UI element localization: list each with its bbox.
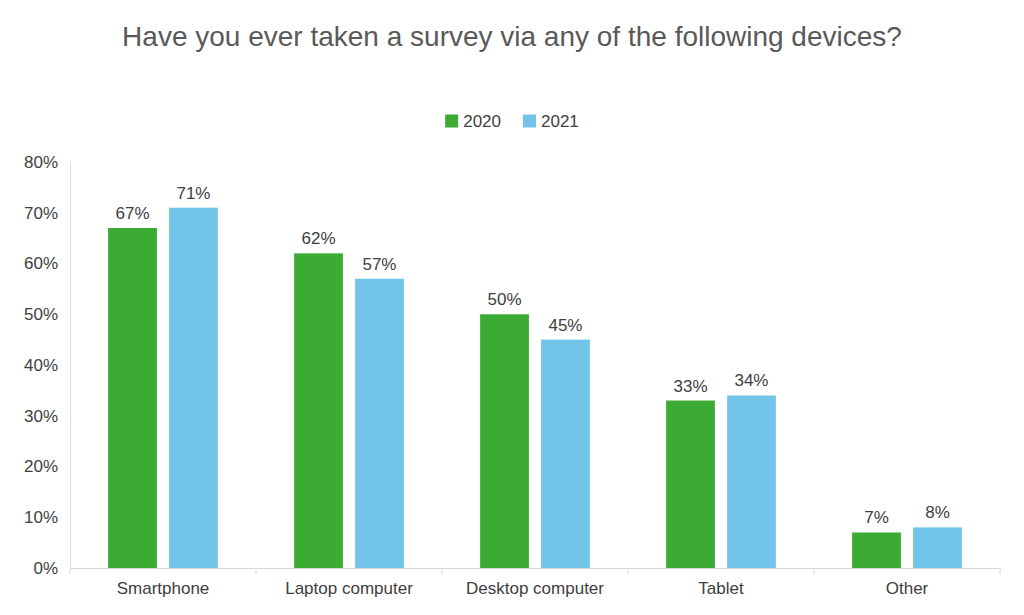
y-tick: 60% xyxy=(24,254,70,273)
bar xyxy=(294,253,343,568)
category-separator xyxy=(442,568,443,574)
bar xyxy=(108,228,157,568)
y-tick: 0% xyxy=(33,559,70,578)
y-tick-label: 50% xyxy=(24,305,58,324)
y-tick-label: 70% xyxy=(24,204,58,223)
bar xyxy=(541,340,590,568)
bar xyxy=(169,208,218,568)
y-tick-label: 20% xyxy=(24,457,58,476)
x-tick: Other xyxy=(886,568,929,598)
legend-label: 2020 xyxy=(463,112,501,131)
bar xyxy=(355,279,404,568)
y-tick: 80% xyxy=(24,153,70,172)
y-tick: 70% xyxy=(24,204,70,223)
legend-label: 2021 xyxy=(541,112,579,131)
legend-item: 2020 xyxy=(445,112,501,131)
y-tick: 40% xyxy=(24,356,70,375)
bars xyxy=(108,208,962,568)
y-tick-label: 30% xyxy=(24,407,58,426)
bar xyxy=(480,314,529,568)
legend-item: 2021 xyxy=(523,112,579,131)
data-label: 71% xyxy=(176,184,210,203)
bar xyxy=(913,527,962,568)
data-label: 34% xyxy=(734,371,768,390)
y-tick-label: 80% xyxy=(24,153,58,172)
x-tick: Tablet xyxy=(698,568,744,598)
chart-title: Have you ever taken a survey via any of … xyxy=(122,21,902,52)
legend-swatch xyxy=(445,115,458,128)
category-separator xyxy=(256,568,257,574)
x-tick: Laptop computer xyxy=(285,568,413,598)
y-axis-line xyxy=(70,163,71,569)
title-line: Have you ever taken a survey via any of … xyxy=(122,21,902,52)
x-tick-label: Other xyxy=(886,579,929,598)
y-tick: 50% xyxy=(24,305,70,324)
legend-swatch xyxy=(523,115,536,128)
y-tick: 20% xyxy=(24,457,70,476)
x-tick-label: Desktop computer xyxy=(466,579,604,598)
y-tick-label: 10% xyxy=(24,508,58,527)
x-tick: Smartphone xyxy=(117,568,210,598)
x-axis: Smartphone Laptop computer Desktop compute… xyxy=(70,568,1001,598)
x-tick-label: Laptop computer xyxy=(285,579,413,598)
x-tick-label: Tablet xyxy=(698,579,744,598)
category-separators xyxy=(70,568,1000,574)
bar xyxy=(666,401,715,568)
y-axis: 0% 10% 20% 30% 40% 50% 60% 70% 80% xyxy=(24,153,71,578)
data-label: 7% xyxy=(864,508,889,527)
x-tick-label: Smartphone xyxy=(117,579,210,598)
data-label: 57% xyxy=(362,255,396,274)
category-separator xyxy=(70,568,71,574)
y-tick: 30% xyxy=(24,407,70,426)
data-labels: 67% 62% 50% 33% 7% 71% 57% 45% 34% 8% xyxy=(116,184,950,528)
chart: Have you ever taken a survey via any of … xyxy=(0,0,1024,615)
x-tick: Desktop computer xyxy=(466,568,604,598)
data-label: 62% xyxy=(302,229,336,248)
data-label: 45% xyxy=(548,316,582,335)
bar xyxy=(727,395,776,568)
category-separator xyxy=(814,568,815,574)
x-axis-line xyxy=(71,568,1001,569)
data-label: 8% xyxy=(925,503,950,522)
y-tick-label: 60% xyxy=(24,254,58,273)
data-label: 33% xyxy=(674,377,708,396)
category-separator xyxy=(628,568,629,574)
y-tick-label: 40% xyxy=(24,356,58,375)
y-tick-label: 0% xyxy=(33,559,58,578)
legend: 2020 2021 xyxy=(445,112,579,131)
y-tick: 10% xyxy=(24,508,70,527)
category-separator xyxy=(1000,568,1001,574)
data-label: 50% xyxy=(488,290,522,309)
bar xyxy=(852,532,901,568)
data-label: 67% xyxy=(116,204,150,223)
